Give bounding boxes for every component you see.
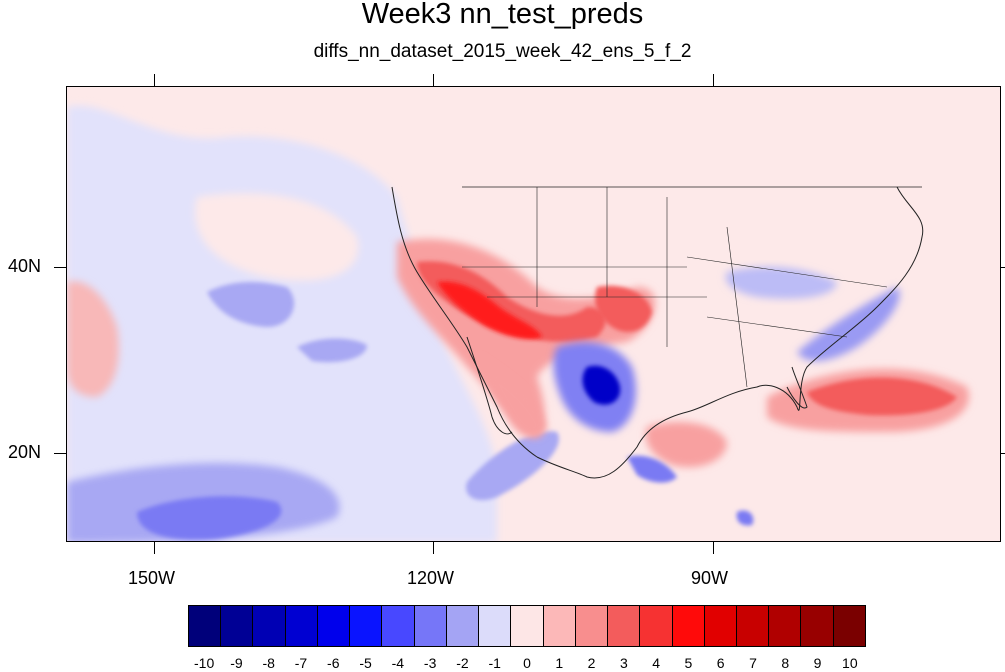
colorbar-label: -8 [262,655,275,671]
colorbar-label: -3 [423,655,437,671]
colorbar-swatch [511,606,544,646]
pacific-blue-core [137,496,282,540]
carolina-blue-band [797,287,900,362]
pacific-pink-patch [195,193,359,281]
colorbar-label: 7 [749,655,757,671]
lon-label-90w: 90W [691,568,729,588]
southwest-core-red [437,281,542,339]
plot-subtitle: diffs_nn_dataset_2015_week_42_ens_5_f_2 [313,41,692,62]
tick-bottom-150w [154,542,155,554]
colorbar-label: 3 [619,655,628,671]
colorbar-label: 2 [587,655,596,671]
colorbar-swatch [350,606,383,646]
colorbar-swatch [608,606,641,646]
map-panel [66,86,1001,542]
colorbar-label: -4 [391,655,405,671]
texas-blue-core [582,365,621,405]
colorbar-swatch [317,606,351,646]
tick-top-90w [713,74,714,86]
gulf-red-patch [645,422,727,468]
colorbar-swatch [189,606,222,646]
colorbar-label: 8 [781,655,790,671]
plot-title: Week3 nn_test_preds [361,0,644,30]
colorbar-label: -5 [359,655,372,671]
colorbar-swatch [253,606,286,646]
colorbar-label: -6 [327,655,340,671]
colorbar-label: 5 [684,655,693,671]
colorbar-swatch [285,606,318,646]
colorbar-swatch [801,606,834,646]
map-canvas [67,87,1000,541]
pacific-blue-streak-3 [466,431,559,501]
lat-label-20n: 20N [8,442,42,462]
colorbar-swatch [543,606,576,646]
tick-right-40n [1000,267,1005,268]
tick-left-40n [54,267,66,268]
colorbar-swatch [769,606,802,646]
florida-peninsula [786,366,808,409]
coastlines [391,186,924,479]
pacific-blue-streak [207,282,295,327]
atlantic-red-core [807,377,957,416]
colorbar-swatch [833,606,865,646]
tick-right-20n [1000,453,1005,454]
colorbar-swatch [575,606,609,646]
pacific-light-blue-region [67,105,497,541]
colorbar-swatch [736,606,770,646]
colorbar-label: 4 [652,655,661,671]
colorbar-label: -2 [456,655,469,671]
colorbar-swatch [672,606,705,646]
tick-top-120w [433,74,434,86]
tick-bottom-90w [713,542,714,554]
tick-left-20n [54,453,66,454]
colorbar-swatch [221,606,254,646]
colorbar-label: -9 [230,655,243,671]
colorbar-label: -1 [488,655,501,671]
colorbar-label: 1 [555,655,564,671]
baja-red [477,357,547,438]
pacific-blue-streak-2 [297,338,367,363]
lat-label-40n: 40N [8,256,42,276]
colorbar-label: 9 [813,655,822,671]
lon-label-120w: 120W [407,568,455,588]
tick-top-150w [154,74,155,86]
kentucky-blue-band [725,266,837,299]
colorbar-label: 6 [716,655,725,671]
colorbar-swatch [479,606,512,646]
southwest-mid-red [417,261,606,342]
colorbar-label: -7 [294,655,308,671]
pacific-pink-west [67,281,119,397]
lon-label-150w: 150W [128,568,176,588]
colorbar-label: 0 [523,655,531,671]
tick-bottom-120w [433,542,434,554]
colorbar-swatch [640,606,673,646]
colorbar-label: -10 [194,655,215,671]
caribbean-blue-spots [627,455,754,526]
colorbar-label: 10 [842,655,858,671]
colorbar-swatch [414,606,447,646]
colorbar [188,605,866,647]
colorbar-swatch [382,606,415,646]
colorbar-swatch [446,606,480,646]
colorbar-swatch [704,606,737,646]
